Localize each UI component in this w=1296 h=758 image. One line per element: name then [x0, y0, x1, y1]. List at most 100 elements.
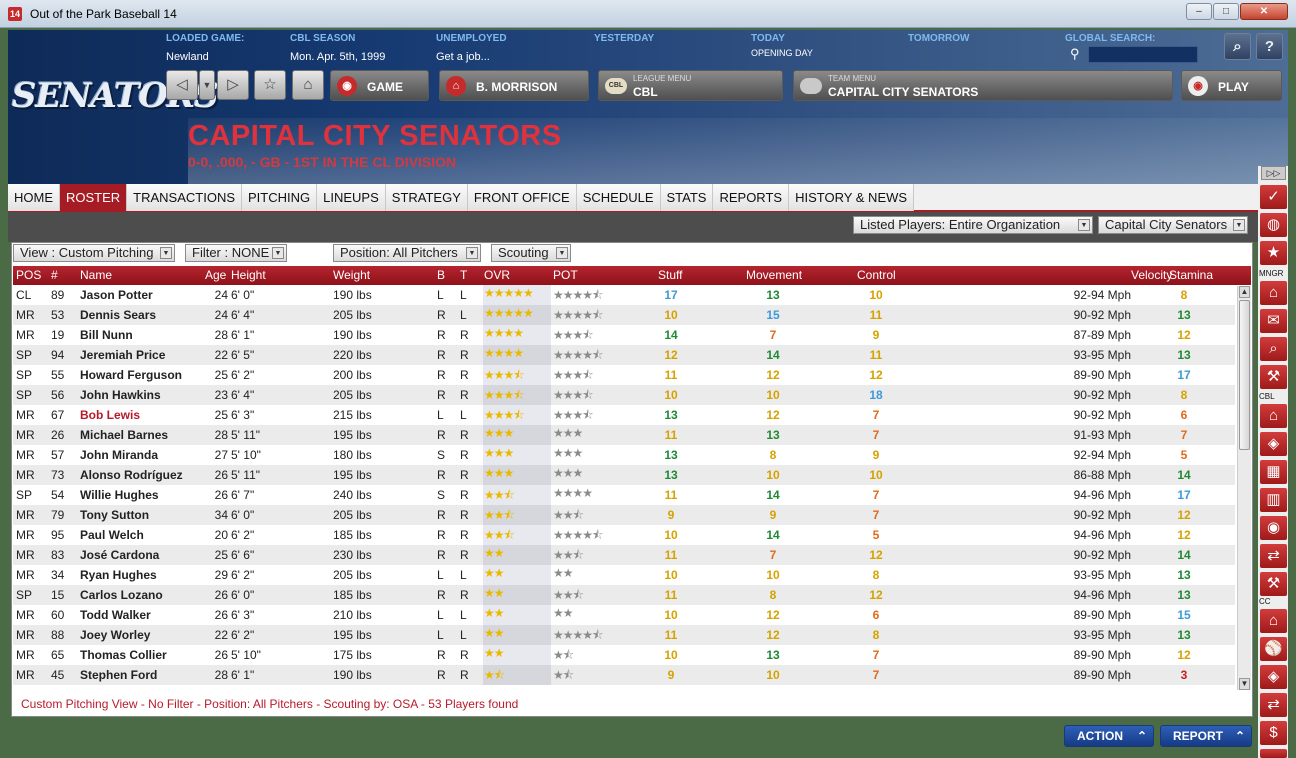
yesterday-label[interactable]: YESTERDAY — [594, 33, 655, 44]
globe-icon[interactable]: ◍ — [1260, 213, 1287, 237]
table-row[interactable]: SP 94 Jeremiah Price 22 6' 5" 220 lbs R R ★★★★ ★★… — [13, 345, 1235, 365]
player-name[interactable]: José Cardona — [80, 548, 160, 562]
tomorrow-label[interactable]: TOMORROW — [908, 33, 970, 44]
column-header-t[interactable]: T — [460, 268, 468, 282]
scroll-thumb[interactable] — [1239, 300, 1250, 450]
player-name[interactable]: Todd Walker — [80, 608, 151, 622]
column-header-b[interactable]: B — [437, 268, 446, 282]
filter-dropdown[interactable]: Filter : NONE ▼ — [185, 244, 287, 262]
scouting-dropdown[interactable]: Scouting ▼ — [491, 244, 571, 262]
table-row[interactable]: SP 15 Carlos Lozano 26 6' 0" 185 lbs R R ★★ ★★⯪ 11… — [13, 585, 1235, 605]
table-row[interactable]: MR 83 José Cardona 25 6' 6" 230 lbs R R ★★ ★★⯪ 11 7… — [13, 545, 1235, 565]
checkmark-icon[interactable]: ✓ — [1260, 185, 1287, 209]
player-name[interactable]: Stephen Ford — [80, 668, 158, 682]
manager-home-icon[interactable]: ⌂ — [1260, 281, 1287, 305]
column-header-age[interactable]: Age — [205, 268, 227, 282]
player-name[interactable]: Carlos Lozano — [80, 588, 163, 602]
table-row[interactable]: MR 65 Thomas Collier 26 5' 10" 175 lbs R R ★★ ★⯪ 1… — [13, 645, 1235, 665]
help-icon[interactable]: ? — [1256, 33, 1283, 60]
get-a-job-link[interactable]: Get a job... — [436, 51, 490, 63]
tab-front-office[interactable]: FRONT OFFICE — [467, 184, 577, 211]
column-header-name[interactable]: Name — [80, 268, 113, 282]
player-name[interactable]: Jeremiah Price — [80, 348, 166, 362]
player-name[interactable]: Michael Barnes — [80, 428, 169, 442]
player-name[interactable]: Dennis Sears — [80, 308, 157, 322]
tab-home[interactable]: HOME — [8, 184, 60, 211]
column-header-ovr[interactable]: OVR — [484, 268, 511, 282]
diamond-icon[interactable]: ◈ — [1260, 432, 1287, 456]
manager-button[interactable]: ⌂ B. MORRISON — [439, 70, 589, 101]
table-row[interactable]: SP 55 Howard Ferguson 25 6' 2" 200 lbs R R ★★★⯪ ★… — [13, 365, 1235, 385]
column-header-velocity[interactable]: Velocity — [1131, 268, 1173, 282]
scroll-down-icon[interactable]: ▼ — [1239, 678, 1250, 690]
tab-history-news[interactable]: HISTORY & NEWS — [789, 184, 915, 211]
wrench-icon[interactable]: ⚒ — [1260, 365, 1287, 389]
player-name[interactable]: Bill Nunn — [80, 328, 133, 342]
column-header-height[interactable]: Height — [231, 268, 266, 282]
position-dropdown[interactable]: Position: All Pitchers ▼ — [333, 244, 481, 262]
tab-lineups[interactable]: LINEUPS — [317, 184, 386, 211]
column-header-[interactable]: # — [51, 268, 58, 282]
home-icon[interactable]: ⌂ — [292, 70, 324, 100]
tab-stats[interactable]: STATS — [660, 184, 714, 211]
player-name[interactable]: Bob Lewis — [80, 408, 141, 422]
table-row[interactable]: SP 54 Willie Hughes 26 6' 7" 240 lbs S R ★★⯪ ★★★★… — [13, 485, 1235, 505]
table-row[interactable]: MR 26 Michael Barnes 28 5' 11" 195 lbs R R ★★★ ★★… — [13, 425, 1235, 445]
view-dropdown[interactable]: View : Custom Pitching ▼ — [13, 244, 175, 262]
tab-schedule[interactable]: SCHEDULE — [576, 184, 661, 211]
forward-button[interactable]: ▷ — [217, 70, 249, 100]
close-window-button[interactable]: ✕ — [1240, 3, 1288, 20]
search-icon[interactable]: ⌕ — [1260, 337, 1287, 361]
diamond-icon[interactable]: ◈ — [1260, 665, 1287, 689]
team-dropdown[interactable]: Capital City Senators ▼ — [1098, 216, 1248, 234]
league-menu-button[interactable]: CBL LEAGUE MENU CBL — [598, 70, 783, 101]
star-icon[interactable]: ★ — [1260, 241, 1287, 265]
column-header-pos[interactable]: POS — [16, 268, 42, 282]
table-row[interactable]: CL 89 Jason Potter 24 6' 0" 190 lbs L L ★★★★★ ★★★… — [13, 285, 1235, 305]
transactions-arrows-icon[interactable]: ⇄ — [1260, 544, 1287, 568]
mail-icon[interactable]: ✉ — [1260, 309, 1287, 333]
tab-pitching[interactable]: PITCHING — [242, 184, 318, 211]
maximize-button[interactable]: □ — [1213, 3, 1239, 20]
player-name[interactable]: Ryan Hughes — [80, 568, 157, 582]
table-row[interactable]: MR 45 Stephen Ford 28 6' 1" 190 lbs R R ★⯪ ★⯪ 9 10 7… — [13, 665, 1235, 685]
table-row[interactable]: MR 88 Joey Worley 22 6' 2" 195 lbs L L ★★ ★★★★⯪ 11… — [13, 625, 1235, 645]
player-name[interactable]: Alonso Rodríguez — [80, 468, 183, 482]
listed-players-dropdown[interactable]: Listed Players: Entire Organization ▼ — [853, 216, 1093, 234]
back-button[interactable]: ◁ — [166, 70, 198, 100]
star-icon[interactable]: ☆ — [254, 70, 286, 100]
tab-transactions[interactable]: TRANSACTIONS — [127, 184, 243, 211]
column-header-weight[interactable]: Weight — [333, 268, 371, 282]
player-name[interactable]: Joey Worley — [80, 628, 151, 642]
player-name[interactable]: Paul Welch — [80, 528, 144, 542]
player-name[interactable]: John Hawkins — [80, 388, 161, 402]
bar-chart-icon[interactable]: ▥ — [1260, 488, 1287, 512]
search-icon[interactable]: ⌕ — [1224, 33, 1251, 60]
standings-grid-icon[interactable]: ▦ — [1260, 460, 1287, 484]
table-row[interactable]: MR 95 Paul Welch 20 6' 2" 185 lbs R R ★★⯪ ★★★★⯪ 10… — [13, 525, 1235, 545]
scroll-up-icon[interactable]: ▲ — [1239, 286, 1250, 298]
game-button[interactable]: ◉ GAME — [330, 70, 429, 101]
player-name[interactable]: John Miranda — [80, 448, 159, 462]
tab-strategy[interactable]: STRATEGY — [385, 184, 468, 211]
table-row[interactable]: MR 19 Bill Nunn 28 6' 1" 190 lbs R R ★★★★ ★★★⯪ 14 7… — [13, 325, 1235, 345]
table-row[interactable]: SP 56 John Hawkins 23 6' 4" 205 lbs R R ★★★⯪ ★★★⯪… — [13, 385, 1235, 405]
tab-roster[interactable]: ROSTER — [60, 184, 128, 211]
player-name[interactable]: Willie Hughes — [80, 488, 159, 502]
dollar-icon[interactable]: $ — [1260, 721, 1287, 745]
player-name[interactable]: Tony Sutton — [80, 508, 150, 522]
column-header-pot[interactable]: POT — [553, 268, 578, 282]
table-row[interactable]: MR 79 Tony Sutton 34 6' 0" 205 lbs R R ★★⯪ ★★⯪ 9 9 7… — [13, 505, 1235, 525]
player-name[interactable]: Howard Ferguson — [80, 368, 183, 382]
league-home-icon[interactable]: ⌂ — [1260, 404, 1287, 428]
table-row[interactable]: MR 34 Ryan Hughes 29 6' 2" 205 lbs L L ★★ ★★ 10 10 8… — [13, 565, 1235, 585]
more-icon[interactable] — [1260, 749, 1287, 758]
expand-toolbar-button[interactable]: ▷▷ — [1261, 166, 1286, 180]
team-menu-button[interactable]: TEAM MENU CAPITAL CITY SENATORS — [793, 70, 1173, 101]
table-row[interactable]: MR 73 Alonso Rodríguez 26 5' 11" 195 lbs R R ★★★… — [13, 465, 1235, 485]
batter-icon[interactable]: ⚾ — [1260, 637, 1287, 661]
player-name[interactable]: Thomas Collier — [80, 648, 167, 662]
column-header-control[interactable]: Control — [857, 268, 896, 282]
play-button[interactable]: ◉ PLAY — [1181, 70, 1282, 101]
action-button[interactable]: ACTION ⌃ — [1064, 725, 1154, 747]
